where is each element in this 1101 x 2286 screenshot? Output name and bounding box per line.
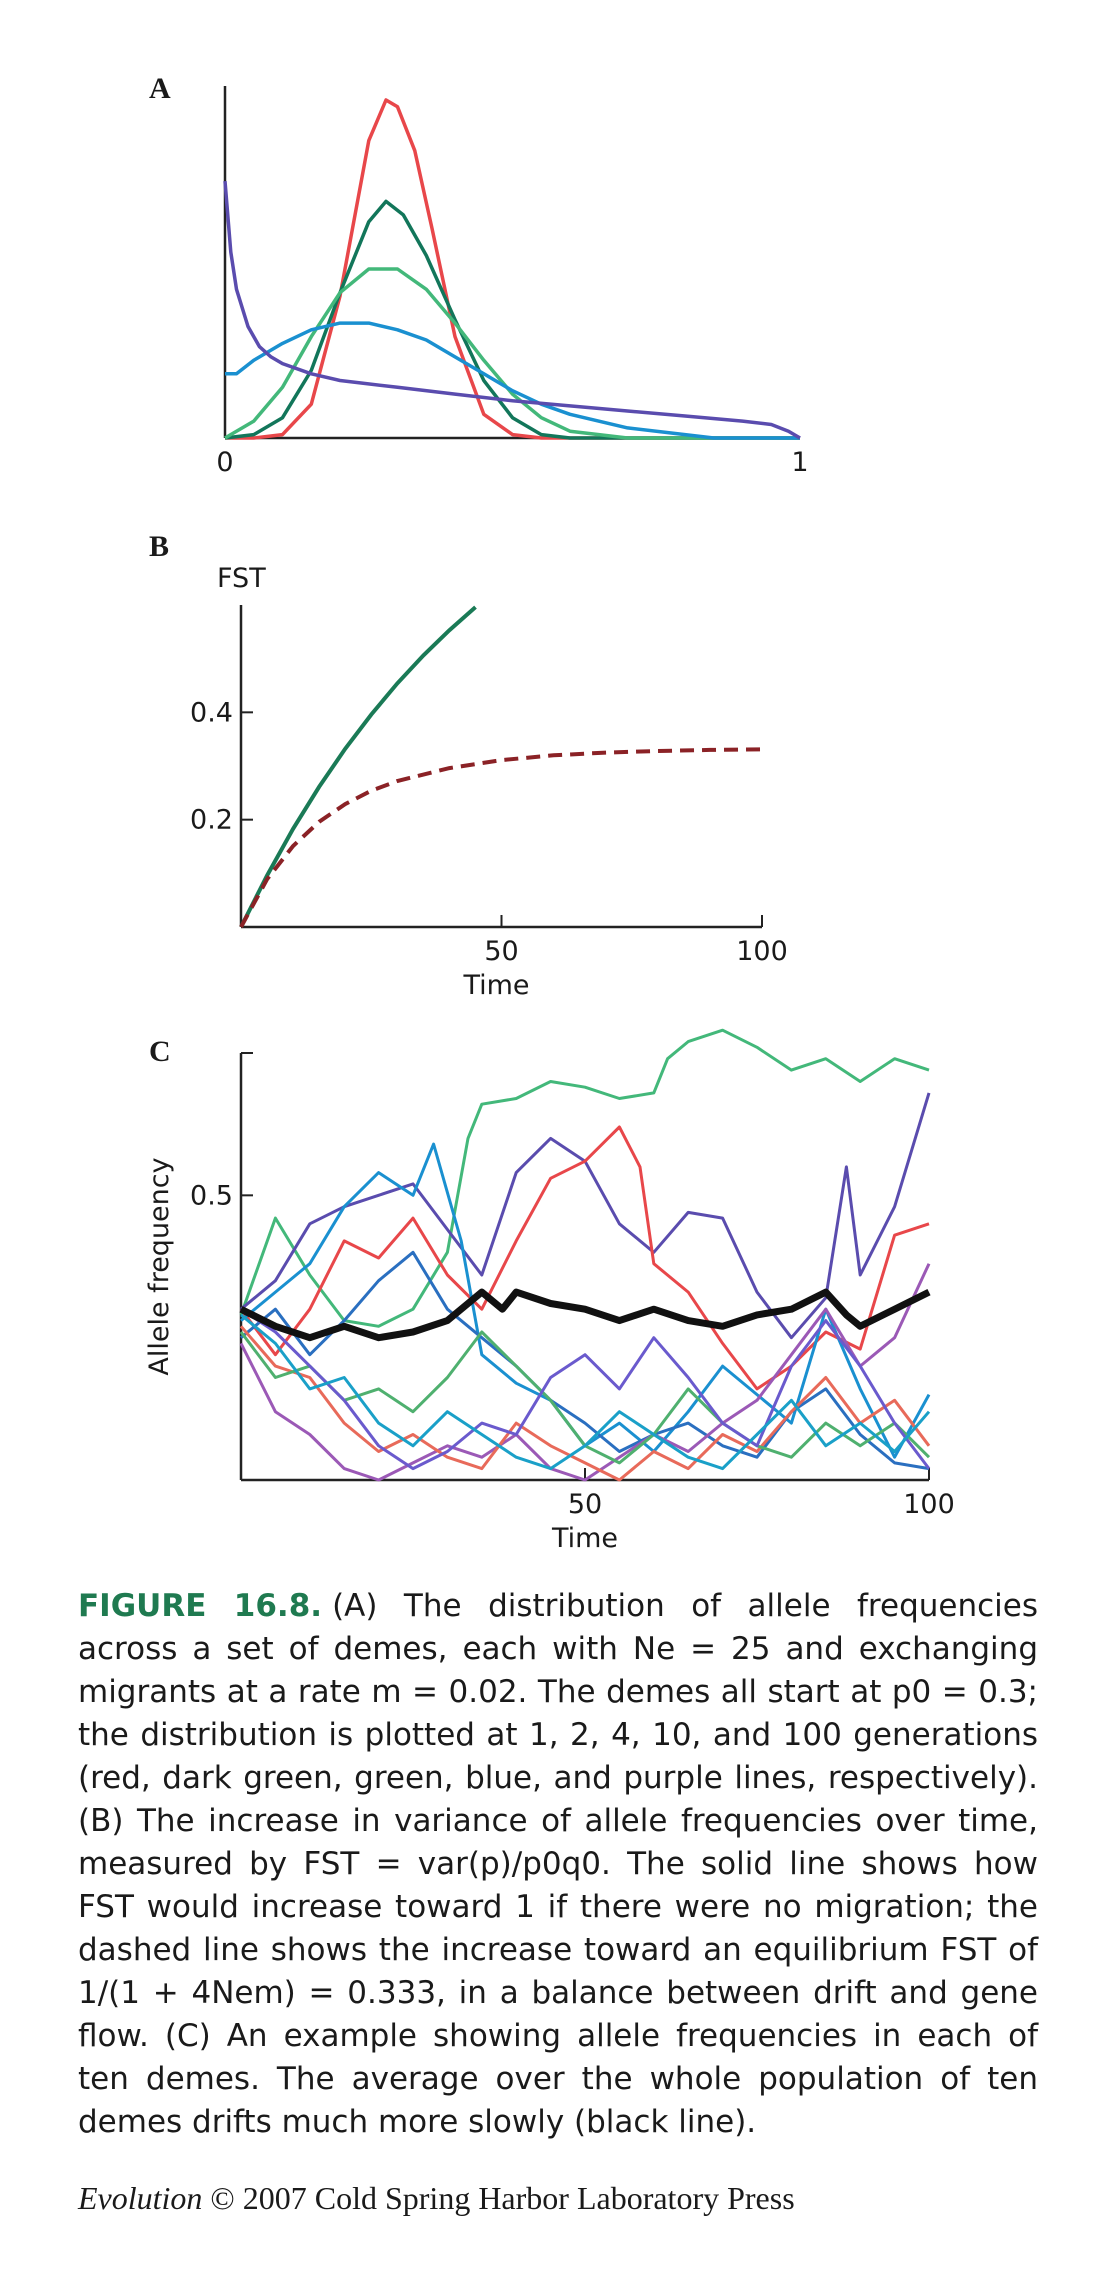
- caption-text: (A) The distribution of allele frequenci…: [78, 1588, 1038, 2140]
- deme-line: [239, 1330, 931, 1465]
- deme-line: [240, 1307, 931, 1471]
- deme-line: [239, 1325, 931, 1482]
- x-tick-label: 0: [216, 447, 233, 478]
- deme-line: [240, 1313, 931, 1471]
- x-axis-title: Time: [462, 970, 529, 1001]
- distribution-line: [223, 180, 801, 440]
- chart-a-series: [223, 98, 801, 440]
- distribution-line: [225, 98, 800, 440]
- chart-c: 0.5 50 100 Allele frequency Time: [144, 1028, 955, 1554]
- x-tick-label: 100: [736, 936, 788, 967]
- y-tick-label: 0.4: [190, 697, 233, 728]
- distribution-line: [224, 199, 800, 440]
- deme-line: [239, 1125, 930, 1391]
- credit-line: Evolution © 2007 Cold Spring Harbor Labo…: [78, 2180, 795, 2217]
- fst-solid-line: [239, 605, 477, 928]
- distribution-line: [224, 267, 800, 440]
- chart-c-series: [239, 1028, 931, 1482]
- figure-label: FIGURE 16.8.: [78, 1588, 323, 1624]
- x-axis-title: Time: [551, 1523, 618, 1554]
- deme-line: [240, 1250, 930, 1471]
- panel-c-label: C: [149, 1035, 171, 1068]
- deme-line: [240, 1142, 931, 1459]
- distribution-line: [225, 321, 800, 440]
- chart-b-axes: 0.2 0.4 50 100 FST Time: [190, 563, 788, 1001]
- chart-b-series: [239, 605, 763, 928]
- fst-dashed-line: [239, 747, 763, 928]
- deme-line: [240, 1092, 931, 1340]
- panel-b-label: B: [149, 530, 170, 563]
- y-axis-title: FST: [217, 563, 266, 594]
- x-tick-label: 50: [484, 936, 518, 967]
- figure-caption: FIGURE 16.8. (A) The distribution of alle…: [78, 1585, 1038, 2144]
- average-line: [239, 1288, 931, 1342]
- y-tick-label: 0.2: [190, 805, 233, 836]
- credit-journal: Evolution: [78, 2180, 203, 2216]
- chart-c-axes: 0.5 50 100 Allele frequency Time: [144, 1052, 955, 1554]
- y-axis-title: Allele frequency: [144, 1157, 175, 1375]
- x-tick-label: 1: [791, 447, 808, 478]
- credit-rest: © 2007 Cold Spring Harbor Laboratory Pre…: [202, 2180, 795, 2216]
- panel-a-label: A: [149, 72, 171, 105]
- chart-b: 0.2 0.4 50 100 FST Time: [190, 563, 788, 1001]
- x-tick-label: 50: [568, 1489, 602, 1520]
- deme-line: [239, 1028, 930, 1328]
- y-tick-label: 0.5: [190, 1180, 233, 1211]
- deme-line: [239, 1263, 931, 1482]
- x-tick-label: 100: [903, 1489, 955, 1520]
